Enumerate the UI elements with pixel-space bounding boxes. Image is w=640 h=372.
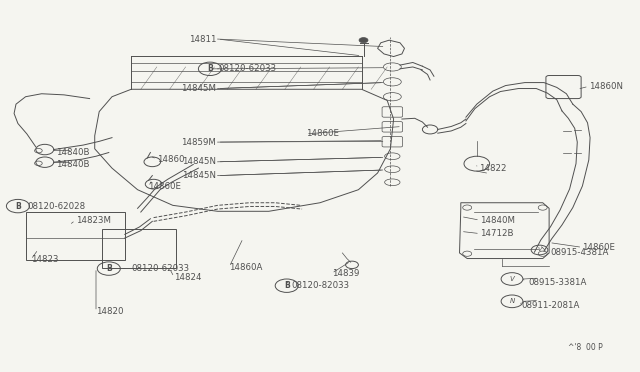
Bar	[102, 229, 176, 268]
Text: 08120-62033: 08120-62033	[131, 264, 189, 273]
Text: 14860E: 14860E	[306, 129, 339, 138]
Text: 14823: 14823	[31, 255, 58, 264]
Text: 14859M: 14859M	[182, 138, 216, 147]
Text: 14845M: 14845M	[181, 84, 216, 93]
Text: 14712B: 14712B	[480, 229, 513, 238]
Text: 14860E: 14860E	[148, 182, 182, 191]
Text: 14860E: 14860E	[582, 243, 616, 252]
Text: 14860: 14860	[157, 155, 184, 164]
Text: 14840B: 14840B	[56, 148, 90, 157]
Text: 14820: 14820	[96, 307, 124, 316]
Circle shape	[359, 38, 368, 43]
Text: 14839: 14839	[332, 269, 359, 278]
Text: B: B	[207, 64, 212, 73]
Text: 08915-3381A: 08915-3381A	[528, 278, 586, 287]
Text: 14845N: 14845N	[182, 171, 216, 180]
Text: B: B	[284, 281, 289, 290]
Text: V: V	[509, 276, 515, 282]
Text: B: B	[15, 202, 20, 211]
Text: 14860A: 14860A	[229, 263, 262, 272]
Text: 08911-2081A: 08911-2081A	[522, 301, 580, 310]
Bar	[26, 212, 125, 260]
Text: N: N	[509, 298, 515, 304]
Text: 14824: 14824	[174, 273, 202, 282]
Text: 14822: 14822	[479, 164, 506, 173]
Text: 14840B: 14840B	[56, 160, 90, 169]
Text: 14840M: 14840M	[480, 216, 515, 225]
Text: B: B	[106, 264, 111, 273]
Text: 14823M: 14823M	[76, 216, 111, 225]
Text: 08120-62028: 08120-62028	[28, 202, 86, 211]
Text: ^'8  00 P: ^'8 00 P	[568, 343, 603, 352]
Text: 08915-4381A: 08915-4381A	[550, 248, 609, 257]
Text: 14845N: 14845N	[182, 157, 216, 166]
Text: 14811: 14811	[189, 35, 216, 44]
Text: 08120-82033: 08120-82033	[291, 281, 349, 290]
Text: 08120-62033: 08120-62033	[218, 64, 276, 73]
Text: 14860N: 14860N	[589, 82, 623, 91]
Text: V: V	[538, 247, 541, 253]
